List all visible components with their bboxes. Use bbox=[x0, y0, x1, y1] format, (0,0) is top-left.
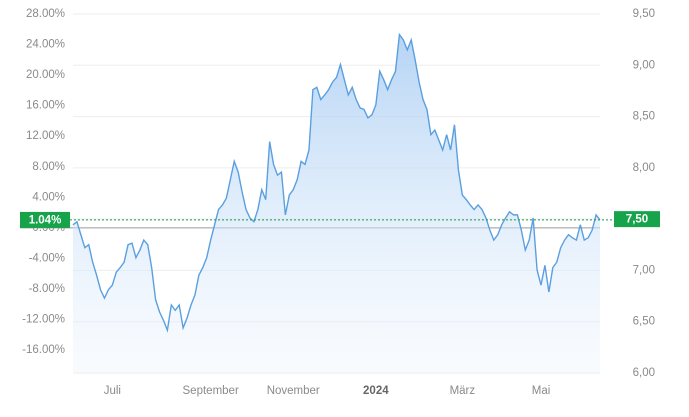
y2-tick-label: 9,50 bbox=[633, 8, 655, 20]
y-tick-label: 12.00% bbox=[26, 130, 65, 142]
x-tick-label: September bbox=[183, 385, 239, 397]
y-tick-label: 8.00% bbox=[32, 161, 65, 173]
x-tick-label: März bbox=[450, 385, 476, 397]
y2-tick-label: 7,00 bbox=[633, 264, 655, 276]
y2-tick-label: 9,00 bbox=[633, 59, 655, 71]
y-tick-label: 28.00% bbox=[26, 8, 65, 20]
y2-tick-label: 6,50 bbox=[633, 316, 655, 328]
x-tick-label: 2024 bbox=[363, 385, 389, 397]
y-tick-label: 20.00% bbox=[26, 69, 65, 81]
line bbox=[72, 32, 601, 333]
x-tick-label: November bbox=[267, 385, 320, 397]
area bbox=[73, 34, 600, 373]
y-tick-label: -4.00% bbox=[29, 252, 65, 264]
y2-tick-label: 6,00 bbox=[633, 367, 655, 379]
y-tick-label: 4.00% bbox=[32, 191, 65, 203]
y-tick-label: -12.00% bbox=[22, 314, 65, 326]
x-tick-label: Juli bbox=[104, 385, 121, 397]
y2-tick-label: 8,00 bbox=[633, 162, 655, 174]
y-tick-label: -8.00% bbox=[29, 283, 65, 295]
y2-tick-label: 8,50 bbox=[633, 111, 655, 123]
current-badge bbox=[20, 211, 70, 228]
current-badge-y2 bbox=[614, 211, 660, 228]
y-tick-label: 16.00% bbox=[26, 100, 65, 112]
y-tick-label: -16.00% bbox=[22, 344, 65, 356]
y-tick-label: 24.00% bbox=[26, 39, 65, 51]
x-tick-label: Mai bbox=[532, 385, 551, 397]
current-label: 1.04% bbox=[29, 214, 62, 226]
current-label-y2: 7,50 bbox=[626, 214, 648, 226]
